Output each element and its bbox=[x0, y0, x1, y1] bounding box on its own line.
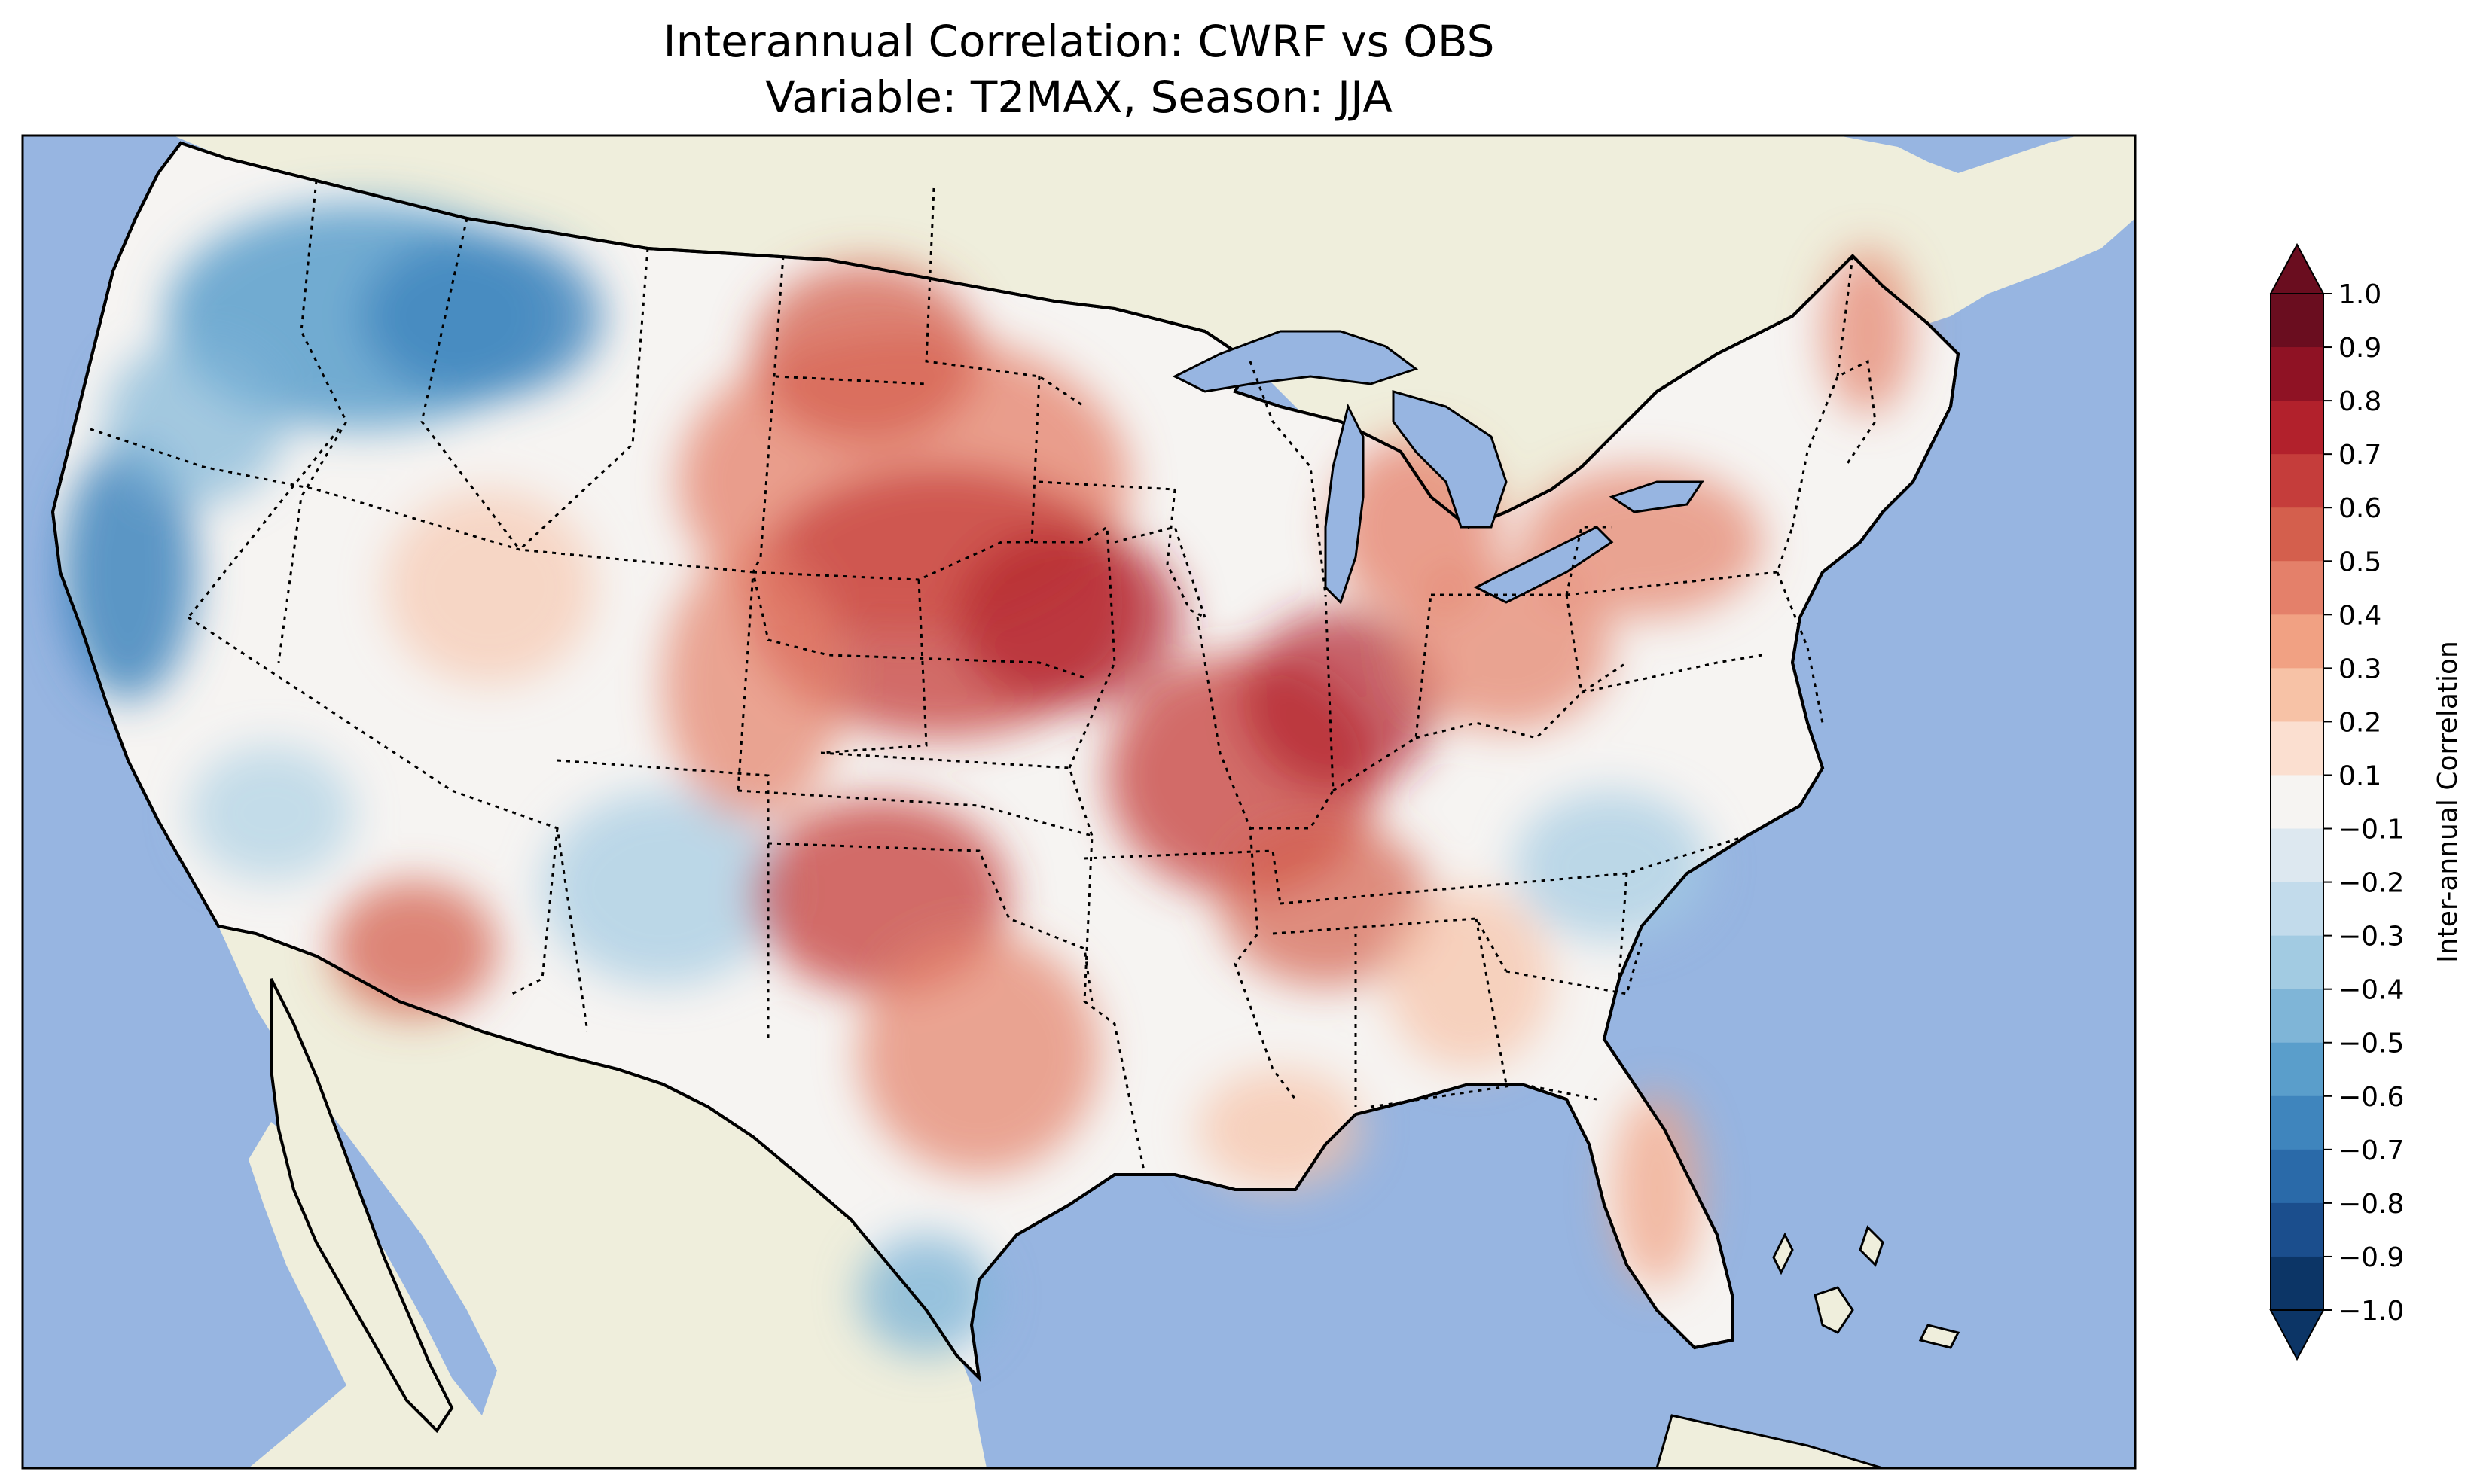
colorbar-tick-label: 0.4 bbox=[2338, 600, 2381, 631]
colorbar-frame bbox=[2270, 293, 2324, 1311]
colorbar-tick-label: 0.7 bbox=[2338, 440, 2381, 471]
canada-land bbox=[173, 136, 2135, 542]
baja-peninsula bbox=[270, 978, 454, 1434]
colorbar-segment bbox=[2271, 347, 2323, 401]
colorbar-segment bbox=[2271, 507, 2323, 562]
lake-michigan bbox=[1324, 403, 1365, 605]
colorbar-segment bbox=[2271, 561, 2323, 615]
colorbar-segment bbox=[2271, 454, 2323, 508]
lake-superior bbox=[1172, 330, 1419, 393]
title-line-1: Interannual Correlation: CWRF vs OBS bbox=[663, 16, 1495, 67]
colorbar-tick-label: 0.9 bbox=[2338, 333, 2381, 364]
colorbar-tick-label: −0.2 bbox=[2338, 868, 2404, 899]
colorbar-tick-label: −0.4 bbox=[2338, 975, 2404, 1006]
correlation-field bbox=[50, 141, 1960, 1382]
colorbar-tick-label: −0.6 bbox=[2338, 1082, 2404, 1113]
colorbar-segment bbox=[2271, 1256, 2323, 1311]
colorbar-segment bbox=[2271, 294, 2323, 348]
map-frame bbox=[21, 134, 2137, 1470]
state-borders bbox=[90, 180, 1877, 1175]
colorbar-segment bbox=[2271, 775, 2323, 830]
conus-outline bbox=[50, 141, 1960, 1382]
colorbar-tick-label: 1.0 bbox=[2338, 279, 2381, 310]
colorbar-segment bbox=[2271, 401, 2323, 455]
colorbar-segment bbox=[2271, 668, 2323, 722]
colorbar-tick-label: 0.5 bbox=[2338, 547, 2381, 577]
colorbar-segment bbox=[2271, 882, 2323, 937]
lake-erie bbox=[1473, 526, 1614, 604]
colorbar-tick-label: 0.1 bbox=[2338, 760, 2381, 791]
colorbar-tick-label: 0.8 bbox=[2338, 386, 2381, 417]
colorbar-segment bbox=[2271, 614, 2323, 669]
colorbar-tick-label: 0.6 bbox=[2338, 493, 2381, 524]
colorbar-label: Inter-annual Correlation bbox=[2433, 641, 2463, 963]
colorbar-tick-label: −0.7 bbox=[2338, 1135, 2404, 1166]
colorbar-segment bbox=[2271, 721, 2323, 776]
colorbar-segment bbox=[2271, 935, 2323, 990]
colorbar-extend-min bbox=[2269, 1309, 2325, 1361]
colorbar-tick-label: −1.0 bbox=[2338, 1296, 2404, 1327]
colorbar-segment bbox=[2271, 989, 2323, 1044]
colorbar-tick-label: −0.8 bbox=[2338, 1189, 2404, 1220]
lake-huron bbox=[1392, 390, 1508, 529]
colorbar-tick-label: 0.2 bbox=[2338, 707, 2381, 738]
colorbar-tick-label: −0.5 bbox=[2338, 1028, 2404, 1059]
colorbar-segment bbox=[2271, 1095, 2323, 1150]
colorbar-tick-label: 0.3 bbox=[2338, 654, 2381, 684]
map-area bbox=[23, 136, 2135, 1468]
colorbar-tick-label: −0.3 bbox=[2338, 922, 2404, 952]
colorbar-extend-max bbox=[2269, 242, 2325, 294]
colorbar: 1.0 0.9 0.8 0.7 0.6 0.5 0.4 0.3 0.2 0.1 −0.1 −0.2 −0… bbox=[2269, 242, 2404, 1361]
title-line-2: Variable: T2MAX, Season: JJA bbox=[765, 72, 1393, 123]
colorbar-segment bbox=[2271, 1042, 2323, 1097]
colorbar-tick-label: −0.9 bbox=[2338, 1242, 2404, 1273]
caribbean-islands bbox=[1655, 1225, 1960, 1468]
colorbar-segment bbox=[2271, 1202, 2323, 1257]
colorbar-segment bbox=[2271, 828, 2323, 883]
great-lakes bbox=[1172, 330, 1704, 605]
colorbar-tick-label: −0.1 bbox=[2338, 815, 2404, 846]
lake-ontario bbox=[1609, 480, 1704, 513]
chart-title: Interannual Correlation: CWRF vs OBS Var… bbox=[23, 14, 2135, 125]
colorbar-segment bbox=[2271, 1149, 2323, 1204]
